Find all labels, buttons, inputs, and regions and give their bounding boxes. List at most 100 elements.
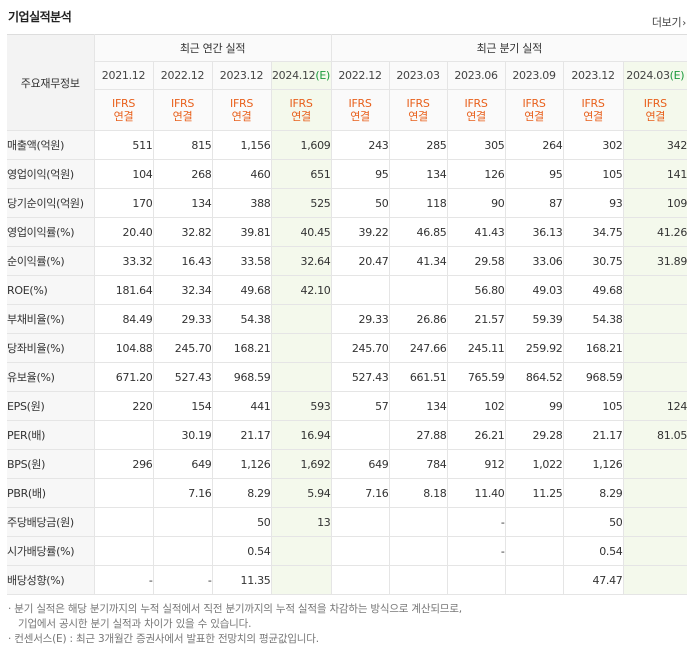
table-cell: 46.85	[389, 217, 448, 247]
row-label: PER(배)	[7, 420, 95, 450]
table-cell	[623, 333, 688, 363]
table-cell: 47.47	[563, 565, 624, 595]
table-cell: 42.10	[271, 275, 332, 305]
table-cell: -	[153, 565, 213, 595]
table-row: 배당성향(%) - -11.35 47.47	[7, 565, 688, 595]
table-cell: 118	[389, 188, 448, 218]
table-cell: 912	[447, 449, 506, 479]
period-header-quarter-4: 2023.12	[563, 61, 624, 90]
section-title: 기업실적분석	[8, 10, 72, 24]
ifrs-label: IFRS	[581, 97, 605, 110]
table-cell: 1,126	[212, 449, 272, 479]
ifrs-label: IFRS	[522, 97, 546, 110]
consolidated-label: 연결	[408, 110, 428, 123]
table-cell	[153, 536, 213, 566]
table-cell: 968.59	[563, 362, 624, 392]
consolidated-label: 연결	[231, 110, 252, 123]
table-cell	[94, 478, 154, 508]
table-cell: 50	[330, 188, 390, 218]
table-cell: 388	[212, 188, 272, 218]
table-cell: 525	[271, 188, 332, 218]
table-cell: 968.59	[212, 362, 272, 392]
table-cell	[94, 507, 154, 537]
ifrs-header: IFRS 연결	[623, 89, 688, 131]
table-cell: 33.06	[505, 246, 564, 276]
period-header-annual-0: 2021.12	[94, 61, 154, 90]
table-cell: 441	[212, 391, 272, 421]
consolidated-label: 연결	[350, 110, 370, 123]
table-cell: 245.11	[447, 333, 506, 363]
table-row: 주당배당금(원) 50 13-50	[7, 507, 688, 537]
more-link[interactable]: 더보기›	[652, 14, 686, 30]
table-cell: 784	[389, 449, 448, 479]
period-label: 2023.03	[396, 69, 440, 82]
table-cell	[623, 275, 688, 305]
table-row: 영업이익(억원) 104 268 460 651 95 134 126 95 105 141	[7, 159, 688, 189]
row-label: 매출액(억원)	[7, 130, 95, 160]
table-cell: 268	[153, 159, 213, 189]
table-cell	[505, 565, 564, 595]
table-cell: 815	[153, 130, 213, 160]
ifrs-label: IFRS	[171, 97, 194, 110]
table-cell: -	[447, 507, 506, 537]
table-cell: 99	[505, 391, 564, 421]
row-label: 주당배당금(원)	[7, 507, 95, 537]
row-label: 영업이익(억원)	[7, 159, 95, 189]
consolidated-label: 연결	[645, 110, 666, 123]
table-cell: 1,156	[212, 130, 272, 160]
table-cell: 527.43	[330, 362, 390, 392]
period-header-quarter-2: 2023.06	[447, 61, 506, 90]
footnote-consensus: · 컨센서스(E) : 최근 3개월간 증권사에서 발표한 전망치의 평균값입니…	[8, 633, 319, 645]
table-cell: 649	[330, 449, 390, 479]
consolidated-label: 연결	[172, 110, 193, 123]
ifrs-header: IFRS 연결	[212, 89, 272, 131]
footnote-quarterly: · 분기 실적은 해당 분기까지의 누적 실적에서 직전 분기까지의 누적 실적…	[8, 603, 462, 615]
table-cell: 87	[505, 188, 564, 218]
table-cell: 95	[505, 159, 564, 189]
table-cell: 0.54	[212, 536, 272, 566]
table-cell: 81.05	[623, 420, 688, 450]
period-header-quarter-5: 2024.03(E)	[623, 61, 688, 90]
row-label: 당좌비율(%)	[7, 333, 95, 363]
table-cell: 134	[389, 159, 448, 189]
table-cell: 264	[505, 130, 564, 160]
table-cell: 104	[94, 159, 154, 189]
table-cell	[330, 420, 390, 450]
table-cell: 84.49	[94, 304, 154, 334]
period-label: 2023.09	[512, 69, 556, 82]
annual-group-header: 최근 연간 실적	[94, 34, 332, 62]
table-cell	[94, 420, 154, 450]
table-cell: 30.19	[153, 420, 213, 450]
table-cell: 31.89	[623, 246, 688, 276]
table-cell: 29.33	[330, 304, 390, 334]
table-cell	[389, 507, 448, 537]
table-row: EPS(원) 220 154 441 593 57 134 102 99 105 124	[7, 391, 688, 421]
row-label: 당기순이익(억원)	[7, 188, 95, 218]
table-cell: 168.21	[563, 333, 624, 363]
row-label: BPS(원)	[7, 449, 95, 479]
table-row: PER(배) 30.19 21.17 16.94 27.88 26.21 29.28 21.1…	[7, 420, 688, 450]
period-label: 2023.12	[571, 69, 615, 82]
table-cell: 302	[563, 130, 624, 160]
table-cell	[271, 536, 332, 566]
table-cell: 26.86	[389, 304, 448, 334]
ifrs-header: IFRS 연결	[563, 89, 624, 131]
table-cell: 245.70	[153, 333, 213, 363]
period-label: 2024.03	[626, 69, 670, 82]
table-cell	[330, 536, 390, 566]
period-header-quarter-3: 2023.09	[505, 61, 564, 90]
table-cell: 259.92	[505, 333, 564, 363]
quarter-group-header: 최근 분기 실적	[330, 34, 688, 62]
table-cell: 21.17	[563, 420, 624, 450]
table-row: PBR(배) 7.16 8.29 5.94 7.16 8.18 11.40 11.25 8.29	[7, 478, 688, 508]
table-cell	[153, 507, 213, 537]
table-cell: 20.40	[94, 217, 154, 247]
table-cell: 32.82	[153, 217, 213, 247]
table-cell	[330, 275, 390, 305]
period-header-annual-3: 2024.12(E)	[271, 61, 332, 90]
table-cell: 29.33	[153, 304, 213, 334]
table-cell	[271, 565, 332, 595]
table-cell: 460	[212, 159, 272, 189]
table-cell: 7.16	[153, 478, 213, 508]
table-cell: 245.70	[330, 333, 390, 363]
